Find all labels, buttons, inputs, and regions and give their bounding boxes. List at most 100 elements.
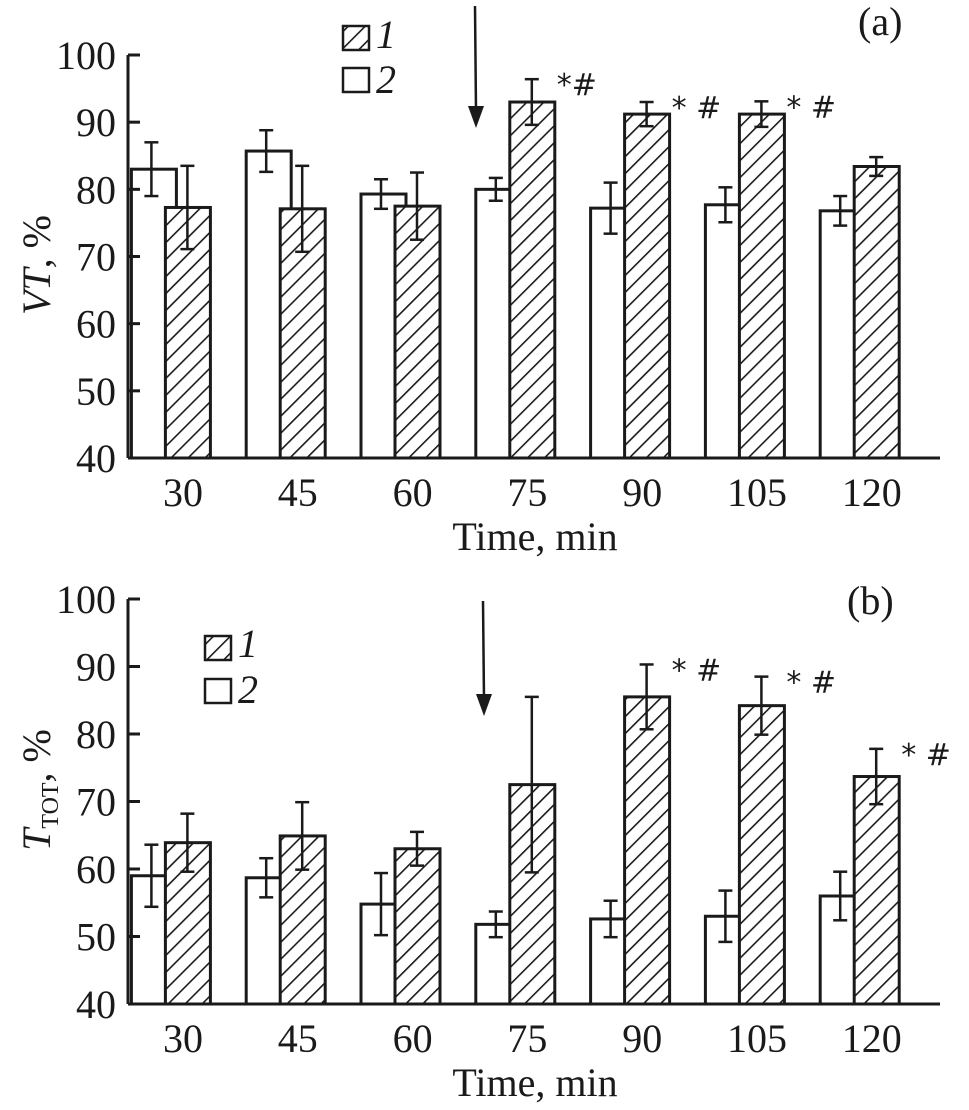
significance-annotation: * # xyxy=(901,738,951,773)
bar-series-1 xyxy=(737,112,786,460)
error-bar-series-2 xyxy=(833,870,848,922)
panel-b-ylabel-suffix: , % xyxy=(14,729,59,782)
panel-b-label: (b) xyxy=(847,578,894,623)
y-tick-label: 40 xyxy=(76,436,116,481)
x-tick-label: 120 xyxy=(842,470,902,515)
error-bar-series-2 xyxy=(374,178,388,211)
bar-series-1 xyxy=(393,847,442,1006)
x-tick-label: 60 xyxy=(393,470,433,515)
error-bar-series-1 xyxy=(639,100,654,128)
error-bar-series-2 xyxy=(488,176,503,203)
error-bar-series-2 xyxy=(718,889,733,944)
x-tick-label: 120 xyxy=(842,1016,902,1061)
y-tick-label: 100 xyxy=(56,577,116,622)
significance-annotation: *# xyxy=(557,68,597,103)
error-bar-series-2 xyxy=(603,899,618,939)
legend-label-2: 2 xyxy=(238,667,258,712)
bar-series-1 xyxy=(393,204,442,460)
error-bar-series-1 xyxy=(754,100,769,129)
x-tick-label: 105 xyxy=(727,1016,787,1061)
x-tick-label: 30 xyxy=(163,470,203,515)
panel-a-axes: 40 50 60 70 80 90 100 30 45 60 75 90 105 120 xyxy=(56,33,940,515)
x-tick-label: 75 xyxy=(507,470,547,515)
y-tick-label: 40 xyxy=(76,982,116,1027)
y-tick-label: 60 xyxy=(76,847,116,892)
significance-annotation: * # xyxy=(672,653,722,688)
y-tick-label: 90 xyxy=(76,100,116,145)
y-tick-label: 50 xyxy=(76,369,116,414)
panel-b-ylabel-subscript: TOT xyxy=(38,782,64,829)
error-bar-series-1 xyxy=(524,77,539,127)
x-tick-label: 45 xyxy=(278,470,318,515)
bar-series-1 xyxy=(852,775,901,1006)
x-tick-label: 105 xyxy=(727,470,787,515)
y-tick-label: 90 xyxy=(76,645,116,690)
significance-annotation: * # xyxy=(786,666,836,701)
legend-label-1: 1 xyxy=(238,621,258,666)
error-bar-series-2 xyxy=(488,910,503,939)
error-bar-series-1 xyxy=(869,155,884,178)
panel-a-xlabel: Time, min xyxy=(452,514,617,559)
error-bar-series-1 xyxy=(295,800,310,871)
significance-annotation: * # xyxy=(786,90,836,125)
panel-a-bars: *# * # * # xyxy=(129,68,901,460)
bar-series-1 xyxy=(737,704,786,1006)
error-bar-series-1 xyxy=(410,171,424,241)
error-bar-series-2 xyxy=(718,186,733,224)
error-bar-series-1 xyxy=(869,747,884,806)
legend-swatch-hatched xyxy=(341,24,371,52)
x-tick-label: 60 xyxy=(393,1016,433,1061)
panel-b-axes: 40 50 60 70 80 90 100 30 45 60 75 90 105 120 xyxy=(56,577,940,1061)
intervention-arrow-icon xyxy=(476,600,492,716)
error-bar-series-2 xyxy=(144,141,159,198)
bar-series-1 xyxy=(852,164,901,460)
panel-a-legend: 1 2 xyxy=(341,12,396,102)
error-bar-series-2 xyxy=(144,843,159,909)
panel-b: * # * # * # 40 50 60 70 80 90 100 30 45 60 75 90 105 12… xyxy=(14,577,951,1105)
error-bar-series-2 xyxy=(259,128,274,174)
panel-b-legend: 1 2 xyxy=(203,621,258,712)
y-tick-label: 70 xyxy=(76,780,116,825)
panel-b-bars: * # * # * # xyxy=(129,653,951,1006)
error-bar-series-1 xyxy=(180,812,195,873)
legend-swatch-hatched xyxy=(203,634,233,662)
x-tick-label: 90 xyxy=(622,1016,662,1061)
intervention-arrow-icon xyxy=(468,5,484,128)
y-tick-label: 80 xyxy=(76,167,116,212)
legend-label-2: 2 xyxy=(376,57,396,102)
legend-label-1: 1 xyxy=(376,12,396,57)
bar-series-1 xyxy=(623,112,672,460)
x-tick-label: 45 xyxy=(278,1016,318,1061)
error-bar-series-2 xyxy=(603,181,618,235)
error-bar-series-1 xyxy=(524,695,539,874)
bar-series-1 xyxy=(623,695,672,1006)
panel-a-ylabel-main: VT xyxy=(14,266,59,315)
panel-b-xlabel: Time, min xyxy=(452,1060,617,1105)
y-tick-label: 80 xyxy=(76,712,116,757)
panel-b-ylabel-main: T xyxy=(14,826,59,851)
bar-series-1 xyxy=(508,100,557,460)
panel-a-label: (a) xyxy=(858,0,902,44)
error-bar-series-1 xyxy=(639,663,654,731)
y-tick-label: 100 xyxy=(56,33,116,78)
panel-a-ylabel: VT, % xyxy=(14,215,59,315)
error-bar-series-1 xyxy=(754,675,769,736)
significance-annotation: * # xyxy=(672,91,722,126)
error-bar-series-1 xyxy=(295,164,310,254)
y-tick-label: 60 xyxy=(76,302,116,347)
panel-a: *# * # * # 40 50 60 70 80 90 100 30 45 60 75 90 105 120… xyxy=(14,0,940,559)
panel-b-ylabel: TTOT, % xyxy=(14,729,64,851)
x-tick-label: 90 xyxy=(622,470,662,515)
legend-swatch-open xyxy=(341,66,371,94)
error-bar-series-1 xyxy=(180,164,195,251)
y-tick-label: 50 xyxy=(76,915,116,960)
x-tick-label: 30 xyxy=(163,1016,203,1061)
error-bar-series-2 xyxy=(374,871,388,937)
legend-swatch-open xyxy=(203,677,233,705)
y-tick-label: 70 xyxy=(76,235,116,280)
x-tick-label: 75 xyxy=(507,1016,547,1061)
error-bar-series-1 xyxy=(410,830,424,867)
error-bar-series-2 xyxy=(259,856,274,899)
error-bar-series-2 xyxy=(833,194,848,227)
